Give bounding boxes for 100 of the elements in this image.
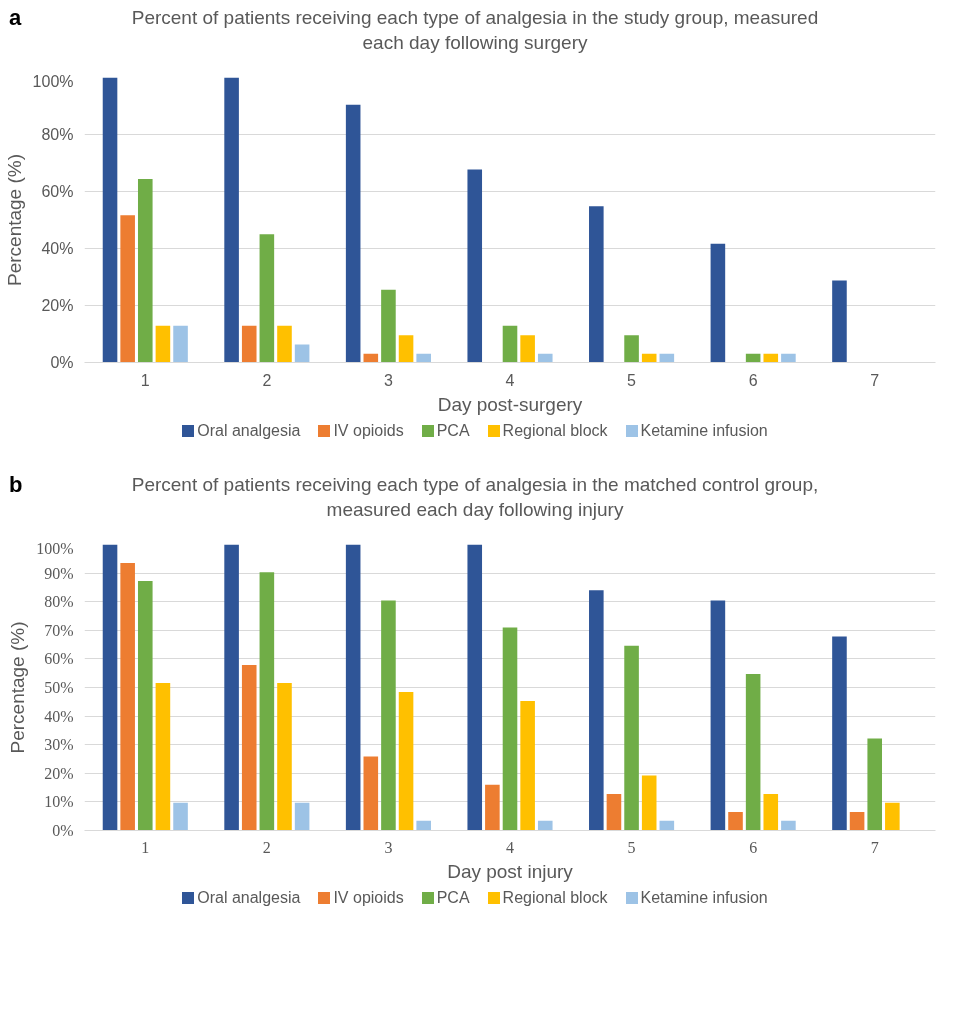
- y-axis-title: Percentage (%): [7, 621, 29, 754]
- y-tick-label: 90%: [44, 564, 74, 582]
- x-tick-label: 6: [748, 371, 758, 389]
- bar: [277, 682, 292, 831]
- y-tick-label: 60%: [44, 650, 74, 668]
- bar: [345, 544, 361, 831]
- legend-item: IV opioids: [318, 422, 404, 440]
- bar: [641, 775, 657, 831]
- y-tick-label: 50%: [44, 679, 74, 696]
- bar: [832, 636, 847, 831]
- bar: [710, 243, 726, 363]
- y-tick-label: 10%: [44, 793, 74, 811]
- x-axis-title: Day post injury: [447, 860, 574, 882]
- legend-item: Ketamine infusion: [625, 422, 768, 440]
- bar: [345, 104, 361, 363]
- bar: [502, 325, 518, 363]
- bar: [398, 692, 414, 831]
- x-tick-label: 3: [383, 371, 393, 389]
- bar: [606, 793, 622, 831]
- bar: [120, 215, 135, 363]
- bar: [224, 77, 239, 363]
- x-tick-label: 2: [262, 371, 272, 389]
- bar: [102, 77, 118, 363]
- y-axis-title: Percentage (%): [3, 153, 25, 286]
- bar: [867, 738, 883, 831]
- legend-item: IV opioids: [318, 889, 404, 907]
- y-tick-label: 0%: [52, 822, 74, 839]
- bar: [485, 784, 500, 831]
- y-tick-label: 100%: [36, 539, 74, 557]
- bar: [520, 335, 535, 363]
- bar: [363, 756, 379, 831]
- bar: [832, 280, 847, 363]
- bar: [241, 664, 257, 831]
- bar: [763, 793, 779, 831]
- chart-title: Percent of patients receiving each type of analgesia in the matched control group, measured each day following injury: [131, 474, 819, 520]
- bar: [398, 335, 414, 363]
- y-tick-label: 30%: [44, 736, 74, 754]
- bar: [294, 802, 310, 831]
- legend-item: Regional block: [487, 889, 608, 907]
- text: a: [9, 5, 22, 31]
- bar: [416, 353, 431, 363]
- x-tick-label: 4: [505, 371, 515, 389]
- legend-item: Regional block: [487, 422, 608, 440]
- bar: [137, 581, 153, 831]
- bar: [381, 600, 396, 831]
- bar: [781, 820, 796, 831]
- y-tick-label: 70%: [44, 621, 74, 639]
- y-tick-label: 60%: [41, 183, 74, 200]
- bar: [589, 206, 604, 363]
- bar: [710, 600, 726, 831]
- bar: [155, 682, 171, 831]
- bar: [224, 544, 239, 831]
- x-tick-label: 5: [627, 371, 637, 389]
- legend-item: Oral analgesia: [182, 422, 301, 440]
- x-tick-label: 6: [749, 838, 758, 856]
- chart-title: Percent of patients receiving each type of analgesia in the study group, measured each day following surgery: [131, 7, 819, 53]
- bar: [416, 820, 431, 831]
- bar: [728, 811, 743, 831]
- bar: [102, 544, 118, 831]
- bar: [763, 353, 779, 363]
- bar: [467, 169, 483, 363]
- y-tick-label: 20%: [44, 764, 74, 782]
- x-tick-label: 7: [870, 838, 879, 856]
- legend-item: PCA: [421, 422, 470, 440]
- bar: [537, 820, 553, 831]
- x-tick-label: 5: [627, 838, 636, 856]
- bar: [173, 802, 188, 831]
- bar: [502, 627, 518, 831]
- x-tick-label: 1: [140, 371, 150, 389]
- bar: [259, 572, 275, 831]
- bar: [120, 563, 135, 831]
- bar: [155, 325, 171, 363]
- bar: [173, 325, 188, 363]
- y-tick-label: 80%: [41, 126, 74, 143]
- x-tick-label: 7: [870, 371, 880, 389]
- bar: [241, 325, 257, 363]
- bar: [277, 325, 292, 363]
- bar: [781, 353, 796, 363]
- x-axis-title: Day post-surgery: [437, 393, 583, 415]
- y-tick-label: 40%: [41, 240, 74, 257]
- bar: [624, 645, 639, 831]
- text: b: [9, 472, 23, 498]
- bar: [885, 802, 900, 831]
- x-tick-label: 4: [506, 838, 514, 856]
- bar: [381, 289, 396, 363]
- x-tick-label: 1: [141, 838, 150, 856]
- y-tick-label: 100%: [32, 72, 74, 90]
- legend-item: PCA: [421, 889, 470, 907]
- x-tick-label: 2: [262, 838, 271, 856]
- bar: [137, 178, 153, 363]
- x-tick-label: 3: [384, 838, 393, 856]
- bar: [537, 353, 553, 363]
- bar: [589, 590, 604, 831]
- bar: [624, 335, 639, 363]
- bar: [520, 700, 535, 831]
- bar: [259, 234, 275, 363]
- y-tick-label: 0%: [50, 354, 74, 371]
- bar: [467, 544, 483, 831]
- bar: [849, 811, 865, 831]
- y-tick-label: 40%: [44, 707, 74, 725]
